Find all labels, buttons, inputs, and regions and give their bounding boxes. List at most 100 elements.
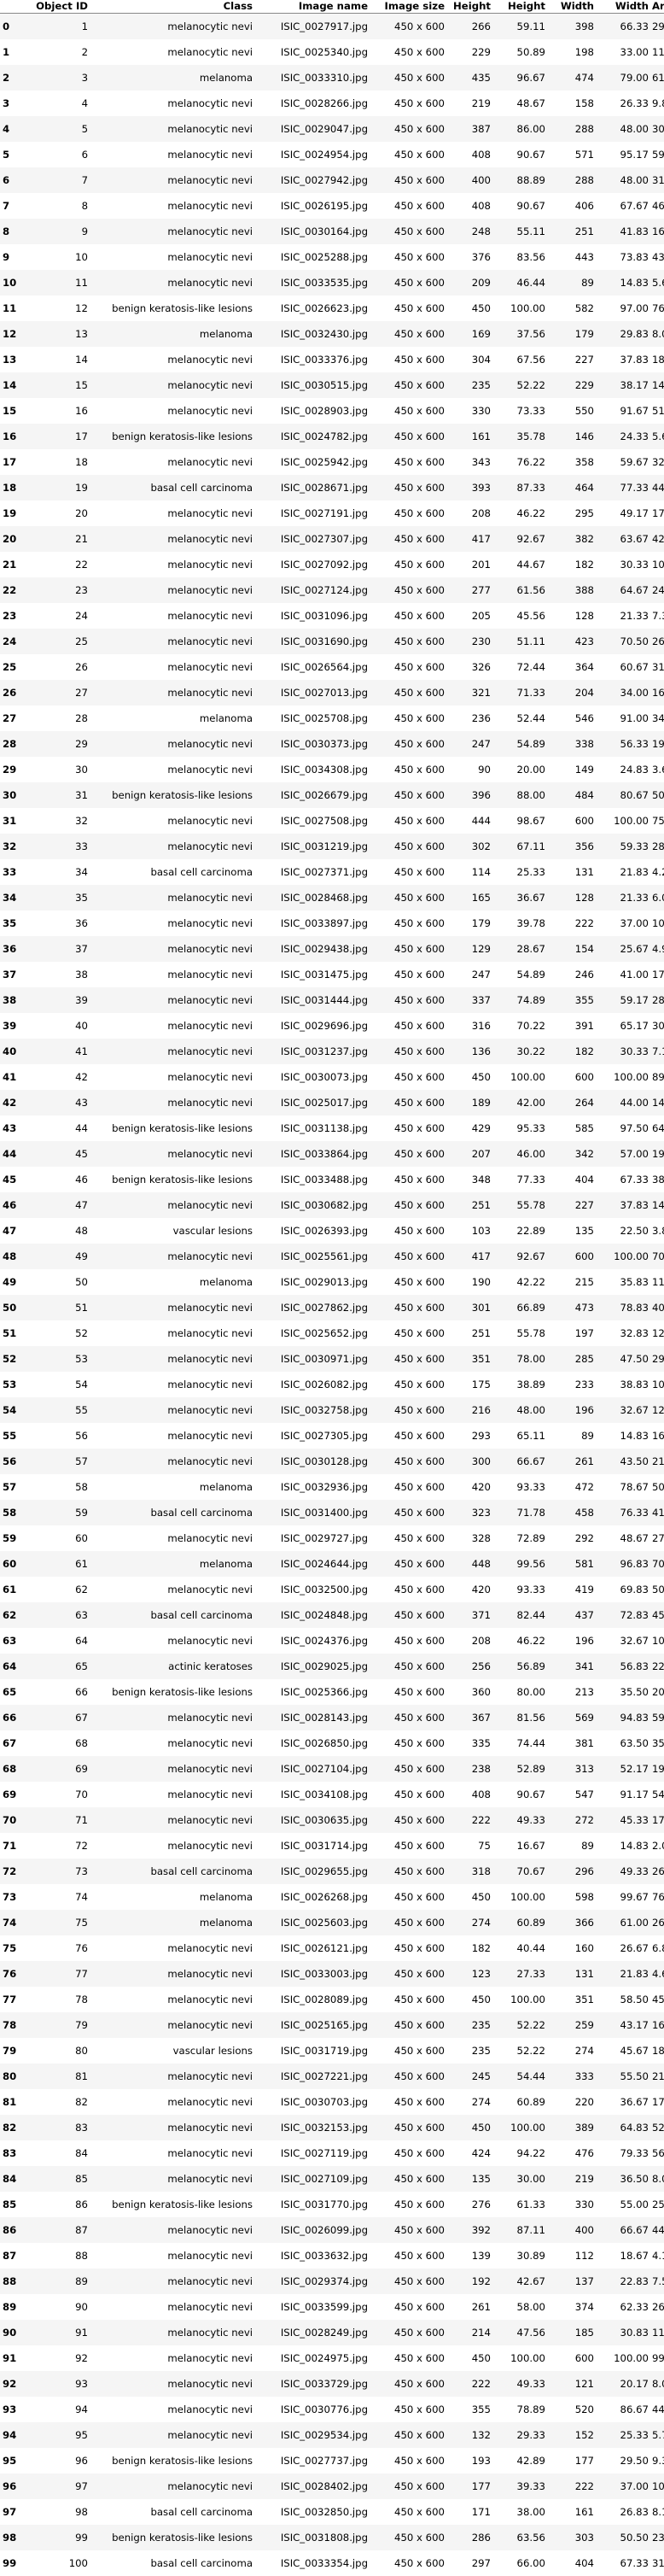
table-cell: 135 [448,2166,494,2192]
table-cell: 392 [448,2217,494,2243]
table-cell: 175 [448,1372,494,1397]
table-cell: 358 [549,449,597,475]
table-cell: melanocytic nevi [91,2269,256,2294]
table-cell: 450 x 600 [371,65,448,91]
table-cell: 48.00 [597,167,652,193]
table-cell: 46.22 [494,501,549,526]
table-cell: 67.56 [494,347,549,372]
table-cell: 261 [448,2294,494,2320]
table-cell: melanocytic nevi [91,2371,256,2397]
row-index: 21 [0,552,32,577]
table-cell: melanocytic nevi [91,142,256,167]
row-index: 47 [0,1218,32,1244]
row-index: 92 [0,2371,32,2397]
table-cell: 293 [448,1423,494,1449]
table-cell: 57 [32,1449,91,1474]
table-cell: 76 [32,1935,91,1961]
row-index: 30 [0,782,32,808]
table-cell: 484 [549,782,597,808]
table-cell: 450 x 600 [371,1269,448,1295]
table-cell: ISIC_0025288.jpg [256,244,371,270]
table-cell: melanocytic nevi [91,885,256,910]
column-header: Height [448,0,494,14]
table-cell: ISIC_0027109.jpg [256,2166,371,2192]
table-cell: 450 x 600 [371,1295,448,1320]
row-index: 24 [0,629,32,654]
table-cell: melanocytic nevi [91,1961,256,1987]
table-cell: 450 x 600 [371,1859,448,1884]
table-cell: 91.67 [597,398,652,424]
row-index: 10 [0,270,32,296]
row-index: 63 [0,1628,32,1654]
table-cell: 189 [448,1090,494,1115]
table-cell: ISIC_0024644.jpg [256,1551,371,1577]
table-cell: ISIC_0033310.jpg [256,65,371,91]
row-index: 11 [0,296,32,321]
table-cell: 2 [32,39,91,65]
table-cell: 450 x 600 [371,782,448,808]
table-cell: 235 [448,2038,494,2064]
row-index: 74 [0,1910,32,1935]
table-cell: 546 [549,705,597,731]
table-cell: 443 [549,244,597,270]
table-cell: 393 [448,475,494,501]
table-cell: 276 [448,2192,494,2217]
table-cell: basal cell carcinoma [91,1602,256,1628]
table-cell: 112 [549,2243,597,2269]
table-cell: 17.36 [652,1807,664,1833]
table-cell: 29.83 [597,321,652,347]
row-index: 0 [0,14,32,40]
table-cell: 32 [32,808,91,834]
table-cell: ISIC_0030515.jpg [256,372,371,398]
table-cell: 87 [32,2217,91,2243]
table-cell: 8.13 [652,2499,664,2525]
table-cell: 67.67 [597,193,652,219]
row-index: 65 [0,1679,32,1705]
table-cell: 38.17 [597,372,652,398]
table-cell: melanocytic nevi [91,1525,256,1551]
table-cell: melanocytic nevi [91,1320,256,1346]
table-cell: 285 [549,1346,597,1372]
table-cell: melanocytic nevi [91,244,256,270]
table-cell: ISIC_0031444.jpg [256,987,371,1013]
table-cell: 450 x 600 [371,1654,448,1679]
table-cell: ISIC_0027307.jpg [256,526,371,552]
table-cell: 100.00 [597,1064,652,1090]
row-index: 43 [0,1115,32,1141]
table-cell: 24.96 [652,577,664,603]
table-cell: 450 x 600 [371,116,448,142]
row-index: 7 [0,193,32,219]
table-cell: 450 x 600 [371,1807,448,1833]
table-cell: 128 [549,603,597,629]
row-index: 33 [0,859,32,885]
table-cell: 177 [549,2448,597,2474]
table-cell: melanocytic nevi [91,1449,256,1474]
row-index: 35 [0,910,32,936]
table-cell: 20 [32,501,91,526]
row-index: 73 [0,1884,32,1910]
table-cell: 25.30 [652,2192,664,2217]
row-index: 41 [0,1064,32,1090]
table-cell: 50.37 [652,1474,664,1500]
table-cell: 59 [32,1500,91,1525]
table-cell: ISIC_0031719.jpg [256,2038,371,2064]
table-cell: 44.01 [652,475,664,501]
table-cell: melanocytic nevi [91,2294,256,2320]
table-cell: 81 [32,2064,91,2089]
table-cell: 48.00 [597,116,652,142]
table-cell: ISIC_0025652.jpg [256,1320,371,1346]
